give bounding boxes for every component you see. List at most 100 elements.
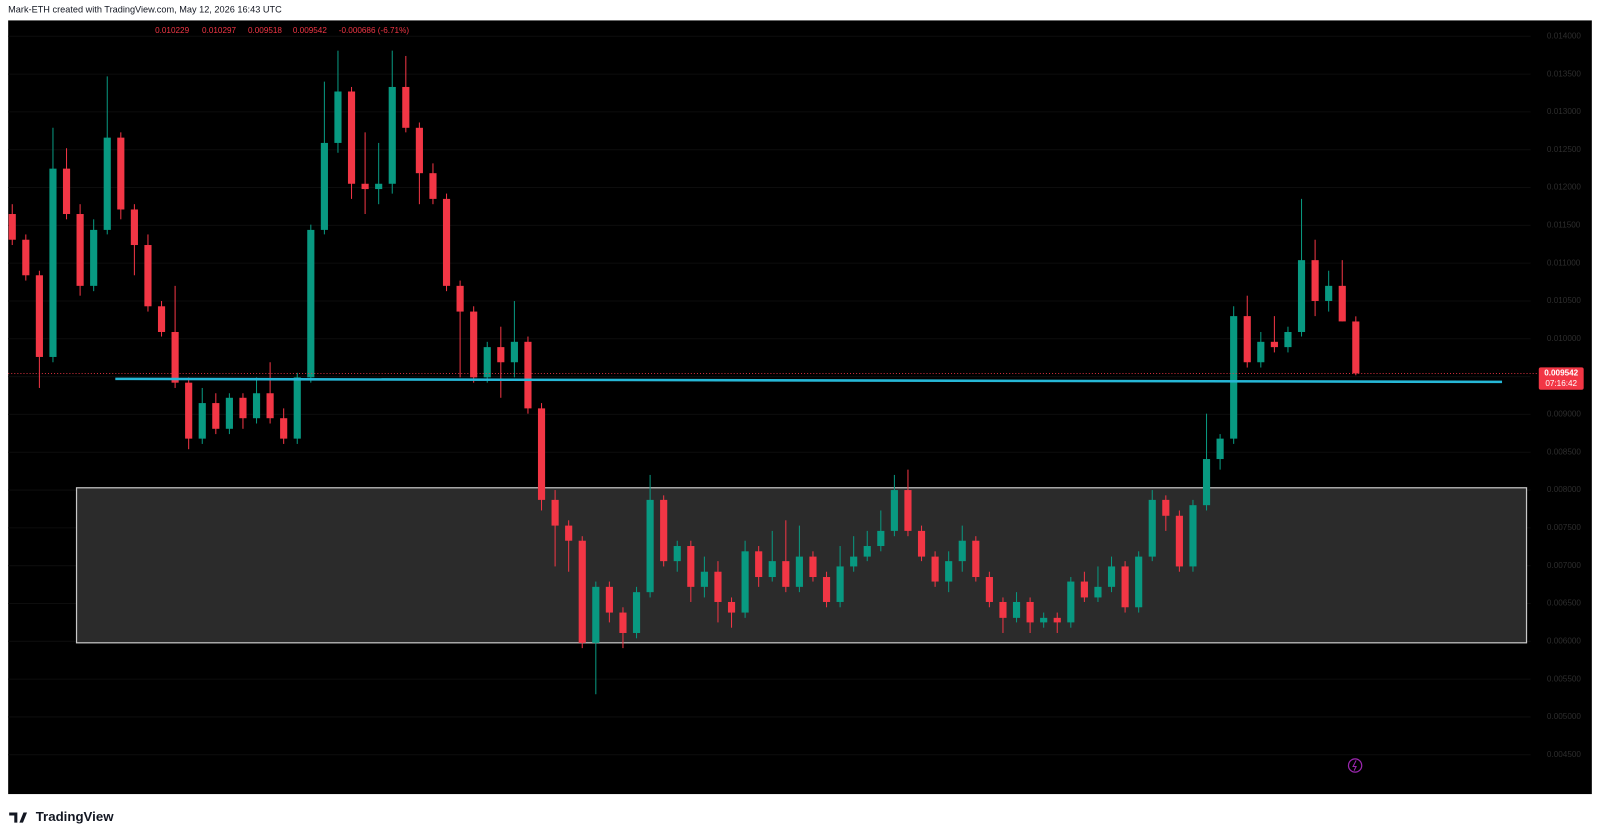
- candle-body: [714, 571, 722, 602]
- candle-body: [822, 577, 831, 602]
- candle-body: [1094, 586, 1102, 598]
- support-line: [115, 377, 1503, 384]
- y-tick-label: 0.008000: [1547, 485, 1581, 494]
- candle-body: [103, 137, 111, 230]
- candle-body: [76, 214, 84, 286]
- candle-body: [836, 566, 844, 602]
- y-tick-label: 0.005500: [1547, 674, 1581, 683]
- y-tick-label: 0.013000: [1547, 107, 1581, 116]
- candle-body: [1338, 285, 1346, 322]
- candle-body: [347, 91, 356, 184]
- candle-body: [1216, 438, 1224, 460]
- candle-body: [1135, 556, 1143, 608]
- candle-body: [1257, 341, 1265, 363]
- candle-body: [280, 418, 288, 439]
- ohlc-value: 0.010297: [202, 26, 236, 35]
- candle-body: [1067, 581, 1075, 623]
- candle-body: [429, 173, 437, 199]
- header-text: Mark-ETH created with TradingView.com, M…: [8, 5, 282, 15]
- candle-body: [375, 183, 383, 190]
- candle-body: [1148, 499, 1156, 557]
- candle-body: [483, 347, 491, 378]
- y-tick-label: 0.014000: [1547, 31, 1581, 40]
- candle-body: [361, 183, 369, 190]
- candle-body: [768, 561, 776, 578]
- candle-body: [1325, 285, 1333, 301]
- candle-body: [266, 393, 274, 419]
- candle-body: [890, 490, 898, 531]
- candle-body: [619, 612, 627, 633]
- candle-body: [415, 127, 423, 174]
- candle-body: [863, 546, 871, 557]
- candle-body: [958, 540, 966, 562]
- y-tick-label: 0.013500: [1547, 69, 1581, 78]
- candle-body: [741, 551, 749, 613]
- candle-body: [972, 540, 980, 578]
- candle-body: [931, 556, 939, 582]
- candle-body: [795, 556, 803, 587]
- candle-body: [62, 168, 71, 215]
- y-tick-label: 0.012500: [1547, 145, 1581, 154]
- candle-body: [1012, 601, 1021, 618]
- candle-body: [1284, 331, 1292, 348]
- candle-body: [198, 403, 206, 439]
- candle-body: [687, 546, 695, 587]
- y-tick-label: 0.010500: [1547, 296, 1581, 305]
- countdown-label: 07:16:42: [1545, 379, 1577, 388]
- candle-body: [809, 556, 817, 578]
- candle-body: [1352, 321, 1360, 374]
- candle-body: [130, 209, 138, 246]
- candle-body: [1080, 581, 1088, 598]
- candle-body: [632, 592, 641, 633]
- candle-body: [1202, 459, 1211, 506]
- last-price-box: [1538, 367, 1584, 390]
- y-tick-label: 0.011000: [1547, 258, 1581, 267]
- candle-body: [157, 306, 166, 332]
- candle-body: [456, 285, 464, 312]
- candle-body: [917, 530, 926, 557]
- candle-body: [225, 397, 233, 429]
- candle-body: [1107, 566, 1116, 587]
- candle-body: [1243, 316, 1251, 363]
- logo-text: TradingView: [36, 809, 114, 824]
- candle-body: [307, 229, 315, 378]
- candle-body: [1297, 260, 1306, 332]
- candle-body: [1311, 260, 1319, 301]
- y-tick-label: 0.005000: [1547, 712, 1581, 721]
- candle-body: [1175, 515, 1183, 567]
- candle-body: [850, 556, 858, 567]
- candle-body: [497, 347, 505, 363]
- candle-body: [388, 86, 396, 184]
- candle-body: [470, 311, 478, 378]
- candle-body: [1162, 499, 1170, 516]
- candle-body: [877, 530, 885, 547]
- y-tick-label: 0.010000: [1547, 334, 1581, 343]
- candle-body: [144, 245, 152, 307]
- y-tick-label: 0.004500: [1547, 750, 1581, 759]
- candle-body: [171, 331, 179, 383]
- candle-body: [782, 561, 790, 587]
- candle-body: [999, 601, 1007, 618]
- candle-body: [185, 382, 193, 439]
- candle-body: [8, 214, 16, 240]
- candle-body: [293, 377, 301, 439]
- candle-body: [660, 499, 668, 562]
- candle-body: [700, 571, 708, 587]
- candle-body: [1121, 566, 1129, 608]
- y-tick-label: 0.006500: [1547, 599, 1581, 608]
- tradingview-logo: TradingView: [9, 809, 114, 824]
- candle-body: [402, 86, 410, 128]
- candle-body: [524, 341, 532, 409]
- candle-body: [22, 239, 30, 276]
- y-tick-label: 0.007000: [1547, 561, 1581, 570]
- candle-body: [212, 403, 220, 429]
- ohlc-value: -0.000686 (-6.71%): [339, 26, 410, 35]
- candle-body: [117, 137, 125, 210]
- candle-body: [985, 577, 993, 602]
- candle-body: [646, 499, 654, 593]
- candle-body: [90, 229, 98, 286]
- candle-body: [320, 142, 328, 230]
- candle-body: [537, 408, 546, 500]
